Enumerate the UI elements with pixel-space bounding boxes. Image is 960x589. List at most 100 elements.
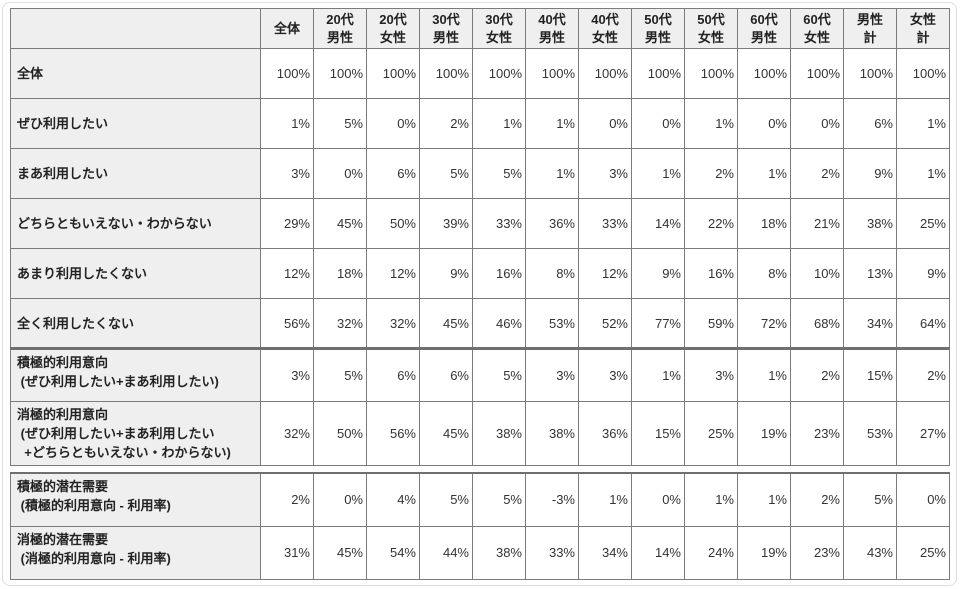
table-row: 消極的利用意向 (ぜひ利用したい+まあ利用したい +どちらともいえない・わからな…: [10, 401, 950, 466]
value-cell: 19%: [737, 401, 791, 466]
value-cell: 21%: [790, 198, 844, 249]
value-cell: 10%: [790, 248, 844, 299]
value-cell: 8%: [737, 248, 791, 299]
value-cell: 6%: [419, 347, 473, 402]
column-header: 全体: [260, 8, 314, 49]
value-cell: 2%: [419, 98, 473, 149]
value-cell: 44%: [419, 525, 473, 580]
table-row: あまり利用したくない 12% 18% 12% 9% 16% 8% 12% 9% 16% 8% 10% 1…: [10, 248, 950, 299]
value-cell: 5%: [472, 347, 526, 402]
value-cell: 33%: [472, 198, 526, 249]
value-cell: 0%: [790, 98, 844, 149]
row-label: どちらともいえない・わからない: [10, 198, 261, 249]
table-row: 全く利用したくない 56% 32% 32% 45% 46% 53% 52% 77% 59% 72% 6…: [10, 298, 950, 349]
value-cell: 38%: [525, 401, 579, 466]
value-cell: 45%: [313, 525, 367, 580]
value-cell: 56%: [366, 401, 420, 466]
value-cell: 25%: [896, 525, 950, 580]
value-cell: 8%: [525, 248, 579, 299]
value-cell: 2%: [260, 472, 314, 527]
header-row: 全体 20代 男性 20代 女性 30代 男性 30代 女性 40代 男性 40代 女性 50代 男性 50代…: [10, 8, 950, 49]
row-label: 消極的潜在需要 (消極的利用意向 - 利用率): [10, 525, 261, 580]
value-cell: 3%: [578, 347, 632, 402]
value-cell: 36%: [578, 401, 632, 466]
row-label: ぜひ利用したい: [10, 98, 261, 149]
value-cell: 1%: [737, 148, 791, 199]
column-header: 60代 女性: [790, 8, 844, 49]
value-cell: 1%: [896, 98, 950, 149]
value-cell: 0%: [366, 98, 420, 149]
value-cell: 1%: [578, 472, 632, 527]
value-cell: 6%: [366, 347, 420, 402]
value-cell: 22%: [684, 198, 738, 249]
value-cell: 12%: [366, 248, 420, 299]
value-cell: 100%: [631, 48, 685, 99]
value-cell: 52%: [578, 298, 632, 349]
value-cell: 1%: [737, 347, 791, 402]
value-cell: 6%: [366, 148, 420, 199]
row-label: まあ利用したい: [10, 148, 261, 199]
value-cell: 100%: [737, 48, 791, 99]
value-cell: 1%: [896, 148, 950, 199]
row-label: あまり利用したくない: [10, 248, 261, 299]
value-cell: 53%: [843, 401, 897, 466]
column-header: 30代 男性: [419, 8, 473, 49]
value-cell: 5%: [313, 98, 367, 149]
value-cell: 4%: [366, 472, 420, 527]
value-cell: 2%: [790, 472, 844, 527]
value-cell: 18%: [737, 198, 791, 249]
value-cell: 100%: [578, 48, 632, 99]
value-cell: 0%: [578, 98, 632, 149]
value-cell: 38%: [843, 198, 897, 249]
value-cell: 3%: [260, 347, 314, 402]
value-cell: 59%: [684, 298, 738, 349]
value-cell: 1%: [472, 98, 526, 149]
value-cell: 54%: [366, 525, 420, 580]
value-cell: 2%: [790, 347, 844, 402]
value-cell: 9%: [843, 148, 897, 199]
value-cell: 9%: [419, 248, 473, 299]
value-cell: 2%: [684, 148, 738, 199]
value-cell: 27%: [896, 401, 950, 466]
column-header: 男性計: [843, 8, 897, 49]
value-cell: 25%: [684, 401, 738, 466]
value-cell: 45%: [419, 401, 473, 466]
value-cell: 18%: [313, 248, 367, 299]
value-cell: 1%: [631, 148, 685, 199]
value-cell: 68%: [790, 298, 844, 349]
value-cell: 33%: [525, 525, 579, 580]
value-cell: 36%: [525, 198, 579, 249]
row-label: 積極的潜在需要 (積極的利用意向 - 利用率): [10, 472, 261, 527]
value-cell: 12%: [260, 248, 314, 299]
potential-table-body: 積極的潜在需要 (積極的利用意向 - 利用率) 2% 0% 4% 5% 5% -3% 1% 0%…: [10, 472, 950, 580]
value-cell: 43%: [843, 525, 897, 580]
value-cell: 1%: [525, 98, 579, 149]
table-row: ぜひ利用したい 1% 5% 0% 2% 1% 1% 0% 0% 1% 0% 0% 6% 1%: [10, 98, 950, 149]
value-cell: 34%: [843, 298, 897, 349]
value-cell: 50%: [366, 198, 420, 249]
value-cell: 3%: [260, 148, 314, 199]
value-cell: 32%: [366, 298, 420, 349]
value-cell: 0%: [737, 98, 791, 149]
value-cell: 32%: [313, 298, 367, 349]
value-cell: 5%: [472, 472, 526, 527]
column-header: 20代 女性: [366, 8, 420, 49]
value-cell: 5%: [313, 347, 367, 402]
value-cell: -3%: [525, 472, 579, 527]
value-cell: 1%: [260, 98, 314, 149]
value-cell: 38%: [472, 401, 526, 466]
value-cell: 39%: [419, 198, 473, 249]
value-cell: 34%: [578, 525, 632, 580]
value-cell: 100%: [896, 48, 950, 99]
corner-cell: [10, 8, 261, 49]
row-label: 全く利用したくない: [10, 298, 261, 349]
value-cell: 24%: [684, 525, 738, 580]
value-cell: 100%: [313, 48, 367, 99]
value-cell: 38%: [472, 525, 526, 580]
table-row: まあ利用したい 3% 0% 6% 5% 5% 1% 3% 1% 2% 1% 2% 9% 1%: [10, 148, 950, 199]
column-header: 40代 女性: [578, 8, 632, 49]
value-cell: 46%: [472, 298, 526, 349]
value-cell: 100%: [419, 48, 473, 99]
value-cell: 14%: [631, 198, 685, 249]
table-row: 全体 100% 100% 100% 100% 100% 100% 100% 100% 100% 10…: [10, 48, 950, 99]
